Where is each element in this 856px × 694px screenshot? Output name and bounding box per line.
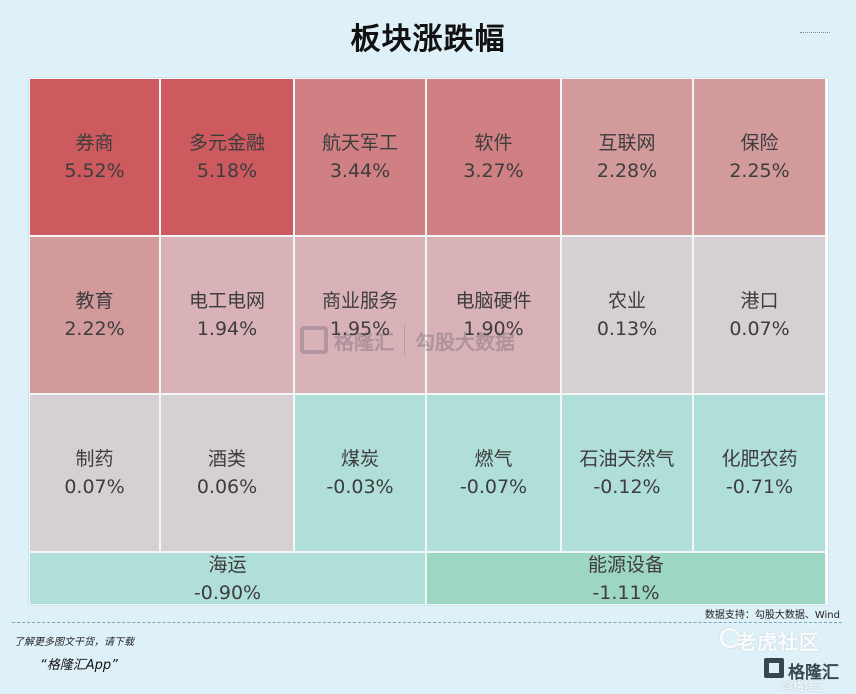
- heatmap-cell: 教育 2.22%: [29, 236, 160, 394]
- cell-change-value: 5.52%: [64, 160, 125, 182]
- cell-change-value: 2.22%: [64, 318, 125, 340]
- cell-change-value: 1.95%: [329, 318, 391, 340]
- cell-change-value: 3.44%: [329, 160, 391, 182]
- cell-sector-name: 保险: [740, 132, 779, 154]
- heatmap-cell: 软件 3.27%: [426, 78, 561, 236]
- heatmap-cell: 煤炭 -0.03%: [294, 394, 426, 552]
- cell-change-value: -1.11%: [592, 581, 660, 604]
- cell-change-value: -0.03%: [326, 476, 394, 498]
- data-source: 数据支持：勾股大数据、Wind: [704, 610, 840, 621]
- heatmap-cell: 能源设备 -1.11%: [426, 552, 826, 605]
- heatmap-cell: 互联网 2.28%: [561, 78, 693, 236]
- gelonghui-brand-icon: [764, 658, 784, 678]
- heatmap-cell: 电工电网 1.94%: [160, 236, 294, 394]
- heatmap-cell: 酒类 0.06%: [160, 394, 294, 552]
- cell-sector-name: 化肥农药: [721, 448, 798, 470]
- cell-change-value: 0.13%: [596, 318, 658, 340]
- heatmap-cell: 电脑硬件 1.90%: [426, 236, 561, 394]
- cell-sector-name: 教育: [75, 290, 114, 312]
- heatmap-cell: 多元金融 5.18%: [160, 78, 294, 236]
- cell-change-value: -0.12%: [593, 476, 661, 498]
- cell-sector-name: 多元金融: [188, 132, 265, 154]
- cell-change-value: -0.07%: [459, 476, 528, 498]
- heatmap-cell: 化肥农药 -0.71%: [693, 394, 826, 552]
- cell-sector-name: 券商: [75, 132, 114, 154]
- heatmap-cell: 保险 2.25%: [693, 78, 826, 236]
- heatmap-cell: 券商 5.52%: [29, 78, 160, 236]
- cell-change-value: 1.94%: [196, 318, 258, 340]
- heatmap-cell: 石油天然气 -0.12%: [561, 394, 693, 552]
- cell-sector-name: 农业: [607, 290, 646, 312]
- heatmap-cell: 燃气 -0.07%: [426, 394, 561, 552]
- cell-sector-name: 电脑硬件: [455, 290, 532, 312]
- brand-handle: @格隆汇: [782, 680, 826, 693]
- brand-name: 格隆汇: [788, 663, 839, 683]
- community-icon: [720, 628, 740, 648]
- cell-change-value: 2.25%: [729, 160, 790, 182]
- cell-sector-name: 酒类: [207, 448, 246, 470]
- community-watermark: 老虎社区: [736, 630, 820, 654]
- cell-sector-name: 石油天然气: [579, 448, 675, 470]
- cell-sector-name: 海运: [208, 553, 247, 576]
- heatmap-cell: 商业服务 1.95%: [294, 236, 426, 394]
- cell-change-value: 3.27%: [463, 160, 524, 182]
- chart-title: 板块涨跌幅: [350, 22, 506, 57]
- heatmap-cell: 农业 0.13%: [561, 236, 693, 394]
- cell-sector-name: 能源设备: [587, 553, 664, 576]
- heatmap-cell: 航天军工 3.44%: [294, 78, 426, 236]
- footer-app-name: “格隆汇App”: [40, 658, 118, 673]
- cell-sector-name: 港口: [740, 290, 779, 312]
- cell-change-value: 2.28%: [596, 160, 658, 182]
- heatmap-cell: 港口 0.07%: [693, 236, 826, 394]
- cell-change-value: 0.07%: [729, 318, 790, 340]
- brand-corner: 老虎社区 格隆汇 @格隆汇: [720, 622, 850, 693]
- cell-sector-name: 制药: [75, 448, 114, 470]
- cell-sector-name: 软件: [474, 132, 513, 154]
- cell-change-value: -0.90%: [193, 581, 262, 604]
- title-decoration: [800, 32, 830, 36]
- heatmap-panel: 券商 5.52% 多元金融 5.18% 航天军工 3.44% 软件 3.27% 互联网 2.28%…: [28, 77, 829, 606]
- footer-prompt: 了解更多图文干货，请下载: [14, 637, 134, 648]
- cell-sector-name: 商业服务: [321, 290, 398, 312]
- heatmap-cell: 制药 0.07%: [29, 394, 160, 552]
- heatmap-cell: 海运 -0.90%: [29, 552, 426, 605]
- cell-change-value: 0.07%: [64, 476, 125, 498]
- cell-sector-name: 互联网: [598, 132, 656, 154]
- cell-sector-name: 航天军工: [321, 132, 398, 154]
- cell-sector-name: 煤炭: [340, 448, 379, 470]
- cell-change-value: 5.18%: [196, 160, 258, 182]
- cell-sector-name: 燃气: [474, 448, 513, 470]
- footer-divider: [12, 622, 842, 623]
- cell-sector-name: 电工电网: [188, 290, 265, 312]
- cell-change-value: 1.90%: [463, 318, 524, 340]
- cell-change-value: -0.71%: [725, 476, 794, 498]
- cell-change-value: 0.06%: [196, 476, 258, 498]
